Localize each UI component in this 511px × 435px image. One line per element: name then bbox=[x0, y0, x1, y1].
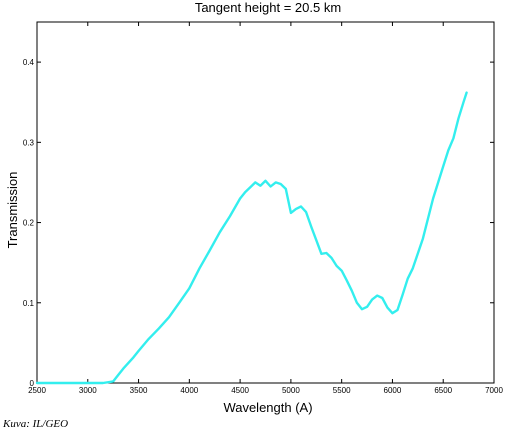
x-tick-label: 3000 bbox=[79, 386, 97, 395]
x-tick-label: 3500 bbox=[130, 386, 148, 395]
x-tick-label: 7000 bbox=[485, 386, 503, 395]
x-tick-label: 6500 bbox=[434, 386, 452, 395]
plot-frame bbox=[36, 21, 495, 384]
y-axis-ticks: 0 0.1 0.2 0.3 0.4 bbox=[23, 58, 494, 388]
x-axis-ticks: 2500 3000 3500 4000 4500 5000 5500 6000 6500 7000 bbox=[28, 22, 503, 395]
x-tick-label: 4500 bbox=[231, 386, 249, 395]
y-axis-label: Transmission bbox=[5, 172, 20, 249]
y-tick-label: 0.4 bbox=[23, 58, 35, 67]
image-credit: Kuva: IL/GEO bbox=[3, 418, 69, 430]
transmission-line bbox=[35, 91, 468, 385]
chart-title: Tangent height = 20.5 km bbox=[195, 0, 341, 15]
x-tick-label: 5500 bbox=[333, 386, 351, 395]
y-tick-label: 0.2 bbox=[23, 219, 35, 228]
y-tick-label: 0.3 bbox=[23, 138, 35, 147]
x-tick-label: 6000 bbox=[384, 386, 402, 395]
y-tick-label: 0.1 bbox=[23, 299, 35, 308]
x-tick-label: 2500 bbox=[28, 386, 46, 395]
x-axis-label: Wavelength (A) bbox=[223, 400, 312, 415]
y-tick-label: 0 bbox=[30, 379, 35, 388]
x-tick-label: 5000 bbox=[282, 386, 300, 395]
x-tick-label: 4000 bbox=[180, 386, 198, 395]
